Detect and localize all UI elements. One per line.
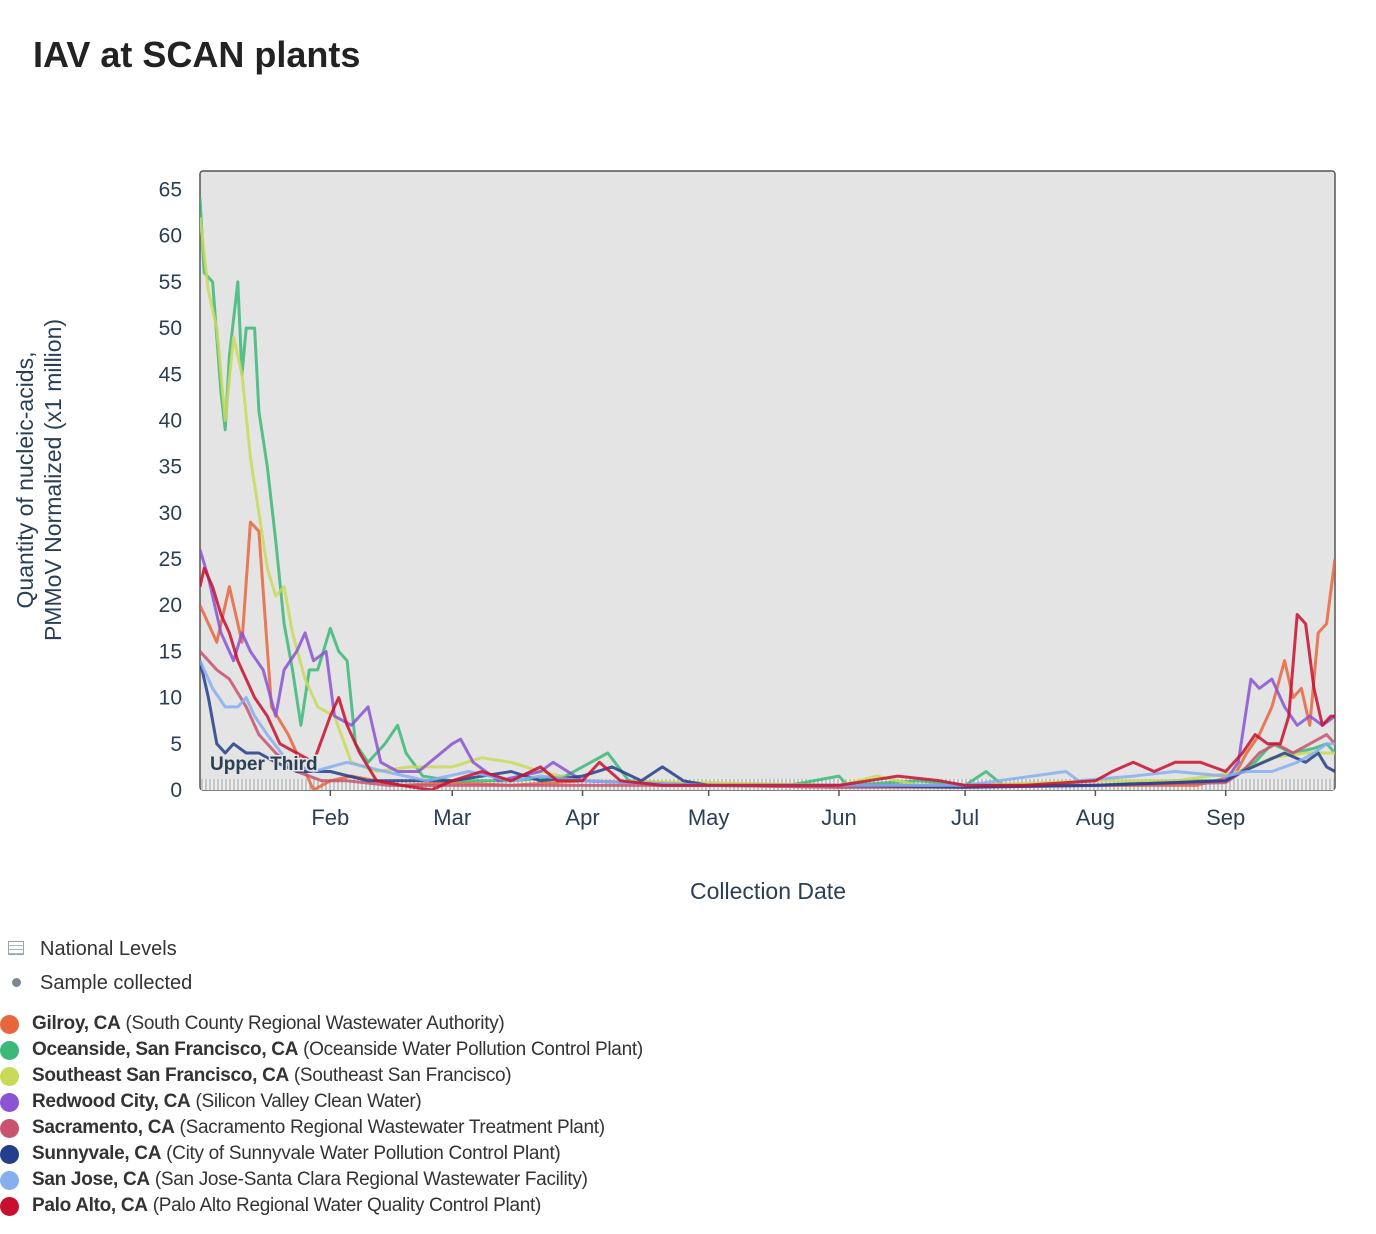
legend-site-city: San Jose, CA xyxy=(32,1169,150,1190)
legend-label: National Levels xyxy=(40,938,177,960)
legend-site-plant: (Silicon Valley Clean Water) xyxy=(190,1091,422,1112)
x-tick-label: Feb xyxy=(311,805,349,830)
series-line-5[interactable] xyxy=(200,650,1335,789)
color-dot-icon xyxy=(0,1171,19,1190)
x-tick-label: Apr xyxy=(565,805,599,830)
series-line-4[interactable] xyxy=(200,549,1335,787)
legend-site-plant: (Southeast San Francisco) xyxy=(288,1065,512,1086)
y-tick-label: 35 xyxy=(159,456,182,479)
series-line-6[interactable] xyxy=(200,660,1335,789)
y-axis-label-line1: Quantity of nucleic-acids, xyxy=(12,352,38,609)
legend-site-plant: (Sacramento Regional Wastewater Treatmen… xyxy=(174,1117,606,1138)
legend-site-plant: (Oceanside Water Pollution Control Plant… xyxy=(298,1039,643,1060)
y-tick-label: 20 xyxy=(159,594,182,617)
chart-title: IAV at SCAN plants xyxy=(33,34,361,75)
y-tick-label: 60 xyxy=(159,225,182,248)
plot-background xyxy=(199,170,1336,791)
color-dot-icon xyxy=(0,1093,19,1112)
x-tick-label: Sep xyxy=(1206,805,1245,830)
color-dot-icon xyxy=(0,1197,19,1216)
legend-site-label: Palo Alto, CA (Palo Alto Regional Water … xyxy=(32,1194,541,1218)
legend-site-city: Gilroy, CA xyxy=(32,1013,121,1034)
legend-site-label: Gilroy, CA (South County Regional Wastew… xyxy=(32,1012,505,1036)
x-axis-label: Collection Date xyxy=(690,878,846,904)
hatched-box-icon xyxy=(8,941,24,955)
color-dot-icon xyxy=(0,1041,19,1060)
series-line-8[interactable] xyxy=(200,566,1335,790)
color-dot-icon xyxy=(0,1145,19,1164)
legend-site-city: Oceanside, San Francisco, CA xyxy=(32,1039,299,1060)
y-tick-label: 45 xyxy=(159,363,182,386)
legend-site-city: Palo Alto, CA xyxy=(32,1195,148,1216)
legend-site-city: Sunnyvale, CA xyxy=(32,1143,162,1164)
x-tick-label: Mar xyxy=(433,805,471,830)
y-tick-label: 40 xyxy=(159,409,182,432)
legend-site-plant: (City of Sunnyvale Water Pollution Contr… xyxy=(161,1143,561,1164)
x-tick-label: Jul xyxy=(951,805,979,830)
legend-site-city: Southeast San Francisco, CA xyxy=(32,1065,289,1086)
y-tick-label: 65 xyxy=(159,178,182,201)
legend-site-plant: (Palo Alto Regional Water Quality Contro… xyxy=(147,1195,542,1216)
legend-site-label: Sacramento, CA (Sacramento Regional Wast… xyxy=(32,1116,605,1140)
legend-site-city: Redwood City, CA xyxy=(32,1091,191,1112)
x-tick-label: May xyxy=(688,805,730,830)
legend-site-label: Sunnyvale, CA (City of Sunnyvale Water P… xyxy=(32,1142,561,1166)
y-tick-label: 0 xyxy=(170,779,182,802)
legend-site-plant: (South County Regional Wastewater Author… xyxy=(120,1013,505,1034)
gray-dot-icon xyxy=(12,978,21,987)
legend-site-label: San Jose, CA (San Jose-Santa Clara Regio… xyxy=(32,1168,588,1192)
legend-site-label: Oceanside, San Francisco, CA (Oceanside … xyxy=(32,1038,643,1062)
y-tick-label: 55 xyxy=(159,271,182,294)
legend-label: Sample collected xyxy=(40,972,193,994)
x-tick-label: Jun xyxy=(821,805,856,830)
y-tick-label: 50 xyxy=(159,317,182,340)
legend-site-city: Sacramento, CA xyxy=(32,1117,175,1138)
legend-site-label: Redwood City, CA (Silicon Valley Clean W… xyxy=(32,1090,422,1114)
color-dot-icon xyxy=(0,1067,19,1086)
y-tick-label: 5 xyxy=(170,733,182,756)
color-dot-icon xyxy=(0,1015,19,1034)
national-band-label: Upper Third xyxy=(210,754,318,775)
line-chart: 0 5 10 15 20 25 30 35 40 45 50 55 60 65 Feb Mar Apr May J… xyxy=(12,170,1336,904)
color-dot-icon xyxy=(0,1119,19,1138)
y-tick-label: 15 xyxy=(159,640,182,663)
x-tick-label: Aug xyxy=(1076,805,1115,830)
y-tick-label: 10 xyxy=(159,687,182,710)
y-tick-label: 25 xyxy=(159,548,182,571)
legend-site-plant: (San Jose-Santa Clara Regional Wastewate… xyxy=(149,1169,588,1190)
y-axis-label-line2: PMMoV Normalized (x1 million) xyxy=(40,319,66,641)
series-line-7[interactable] xyxy=(200,660,1335,787)
y-tick-label: 30 xyxy=(159,502,182,525)
legend-site-label: Southeast San Francisco, CA (Southeast S… xyxy=(32,1064,512,1088)
